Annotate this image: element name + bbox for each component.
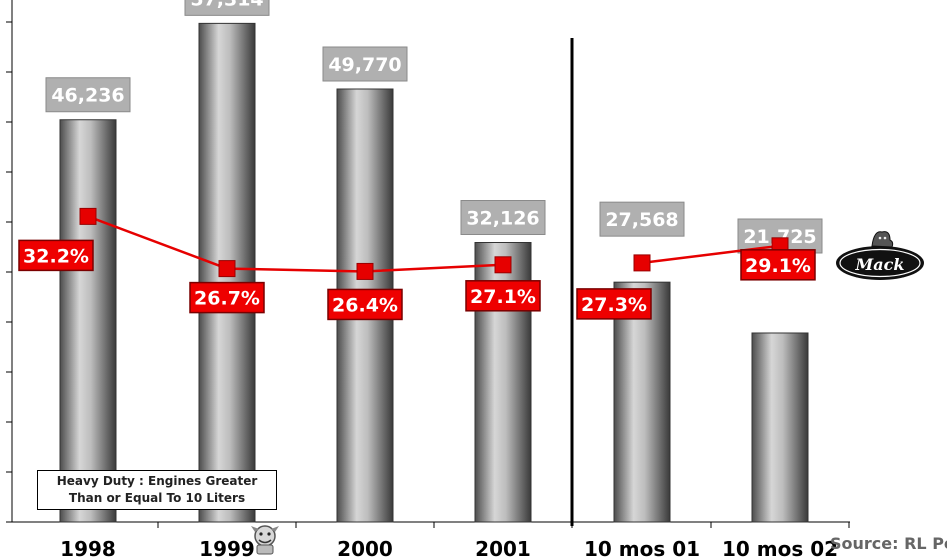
bar-value-text: 32,126 (466, 208, 539, 230)
percent-label: 32.2% (18, 239, 94, 272)
percent-point (79, 207, 97, 225)
bar-1998 (59, 119, 117, 523)
logo-text: Mack (855, 255, 905, 274)
axes (6, 0, 850, 528)
bar-value-label: 32,126 (460, 200, 546, 236)
mack-logo-icon: Mack (836, 231, 924, 280)
bar-value-box (460, 200, 546, 236)
x-label-2001: 2001 (475, 537, 531, 560)
bar-value-text: 46,236 (51, 85, 124, 107)
percent-text: 29.1% (745, 255, 811, 277)
percent-label: 26.4% (327, 288, 403, 321)
percent-text: 27.1% (470, 286, 536, 308)
percent-box (18, 239, 94, 272)
bar-value-label: 57,314 (184, 0, 270, 16)
bar-value-label: 21,725 (737, 218, 823, 254)
bar-value-box (599, 201, 685, 237)
percent-box (465, 280, 541, 312)
percent-point (494, 256, 512, 274)
percent-label: 29.1% (740, 249, 816, 281)
note-line-2: Than or Equal To 10 Liters (68, 491, 246, 505)
percent-line-annual (87, 215, 504, 273)
x-label-2000: 2000 (337, 537, 393, 560)
percent-point (356, 262, 374, 280)
bar-value-text: 21,725 (743, 226, 816, 248)
x-label-10-mos-02: 10 mos 02 (722, 537, 838, 560)
bar-value-text: 27,568 (605, 209, 678, 231)
percent-label: 26.7% (189, 281, 265, 314)
bulldog-mascot-icon (251, 525, 279, 555)
bar-value-text: 49,770 (328, 54, 401, 76)
percent-labels: 32.2% 26.7% 26.4% 27.1% 27.3% 29.1% (18, 239, 816, 321)
percent-box (189, 281, 265, 314)
percent-line (79, 207, 789, 280)
percent-point (633, 254, 651, 272)
bar-value-box (184, 0, 270, 16)
bar-10-mos-02 (751, 332, 809, 523)
bar-10-mos-01 (613, 281, 671, 523)
percent-text: 26.4% (332, 294, 398, 316)
percent-box (740, 249, 816, 281)
source-note: Source: RL Polk (830, 534, 947, 553)
heavy-duty-note: Heavy Duty : Engines Greater Than or Equ… (37, 470, 277, 510)
bar-value-label: 46,236 (45, 77, 131, 113)
bar-value-box (322, 46, 408, 82)
percent-point (218, 260, 236, 278)
x-label-10-mos-01: 10 mos 01 (584, 537, 700, 560)
bars (59, 22, 809, 523)
bar-value-label: 49,770 (322, 46, 408, 82)
percent-box (327, 288, 403, 321)
percent-label: 27.1% (465, 280, 541, 312)
percent-line-10mos (641, 244, 781, 265)
x-tick-labels: 1998 1999 2000 2001 10 mos 01 10 mos 02 (60, 537, 838, 560)
note-line-1: Heavy Duty : Engines Greater (56, 474, 258, 488)
bar-value-box (45, 77, 131, 113)
bar-value-labels: 46,236 57,314 49,770 32,126 27,568 21,725 (45, 0, 823, 254)
bar-value-text: 57,314 (190, 0, 263, 10)
x-label-1998: 1998 (60, 537, 116, 560)
percent-label: 27.3% (576, 288, 652, 320)
bar-value-label: 27,568 (599, 201, 685, 237)
percent-text: 32.2% (23, 245, 89, 267)
percent-text: 26.7% (194, 288, 260, 310)
percent-text: 27.3% (581, 294, 647, 316)
percent-box (576, 288, 652, 320)
x-label-1999: 1999 (199, 537, 255, 560)
